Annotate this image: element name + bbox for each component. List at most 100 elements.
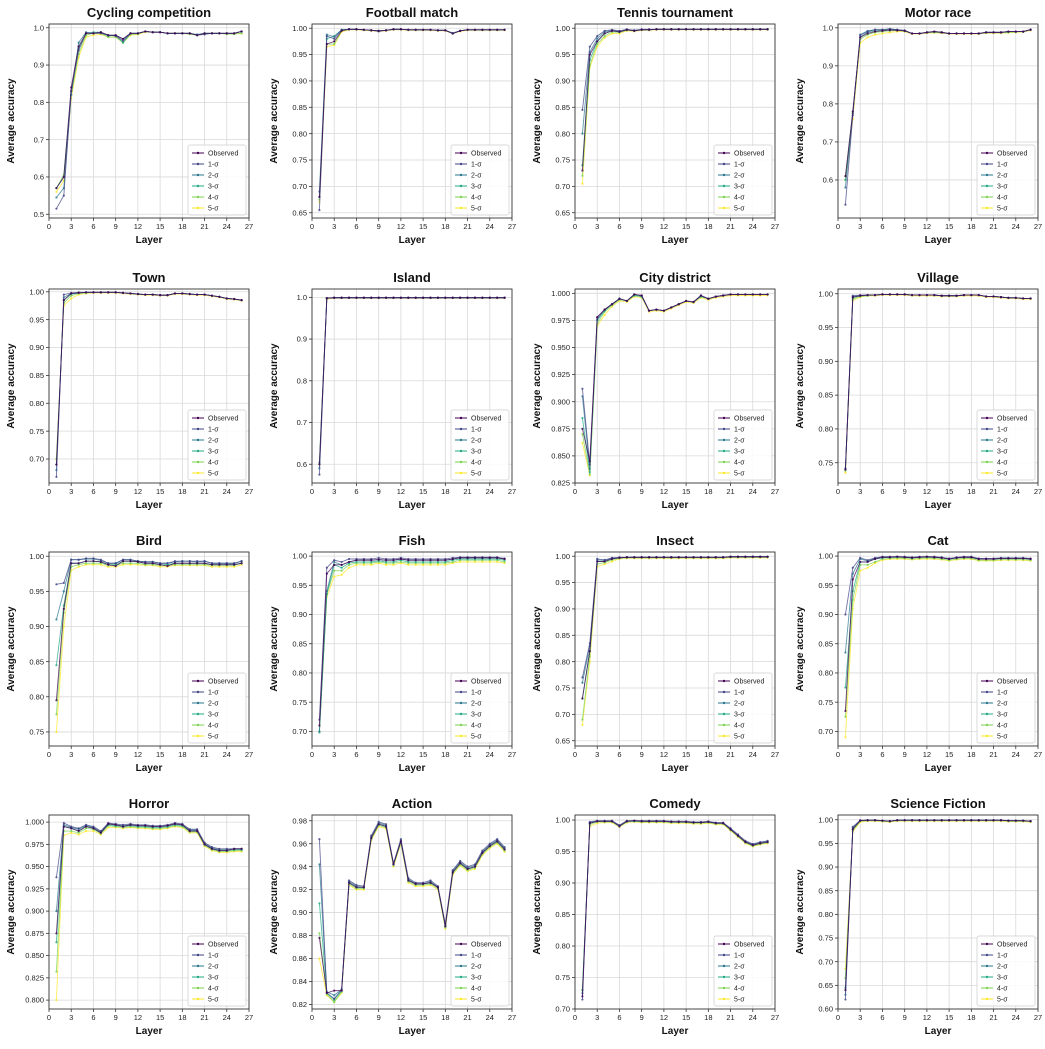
data-point: [114, 34, 117, 37]
x-tick-label: 12: [660, 1013, 668, 1022]
data-point: [466, 867, 469, 871]
legend-marker: [459, 734, 463, 738]
data-point: [62, 825, 65, 828]
x-tick-label: 9: [640, 487, 644, 496]
y-axis-label: Average accuracy: [269, 869, 280, 955]
legend: Observed 1-σ 2-σ 3-σ 4-σ 5-σ: [187, 144, 247, 216]
data-point: [940, 294, 943, 297]
data-point: [1014, 557, 1017, 560]
legend-marker: [196, 679, 200, 683]
x-tick-label: 24: [486, 222, 494, 231]
data-point: [99, 831, 102, 834]
data-point: [866, 32, 869, 35]
data-point: [340, 573, 343, 576]
plot-frame: [311, 23, 513, 219]
legend-marker: [196, 975, 200, 979]
data-point: [992, 557, 995, 561]
data-point: [633, 29, 636, 32]
legend-marker: [196, 449, 200, 453]
data-point: [444, 560, 447, 564]
data-point: [844, 715, 847, 718]
legend-label: 2-σ: [997, 172, 1008, 179]
data-point: [392, 28, 395, 31]
data-point: [333, 989, 336, 992]
y-tick-label: 0.75: [555, 684, 570, 693]
data-point: [844, 651, 847, 654]
legend-label: Observed: [734, 415, 764, 422]
x-tick-label: 12: [134, 487, 142, 496]
data-point: [751, 293, 754, 296]
series-line: [55, 291, 243, 466]
series-path: [318, 557, 505, 726]
legend-marker: [196, 690, 200, 694]
data-point: [84, 825, 88, 828]
series-line: [844, 555, 1032, 713]
legend-label: 4-σ: [471, 985, 482, 992]
x-tick-label: 24: [1012, 750, 1020, 759]
x-tick-label: 6: [354, 222, 358, 231]
legend-marker: [459, 679, 463, 683]
data-point: [596, 557, 599, 560]
x-tick-label: 15: [419, 750, 427, 759]
x-tick-label: 6: [354, 1013, 358, 1022]
legend-marker: [196, 427, 200, 431]
y-tick-label: 1.00: [292, 552, 307, 561]
plot-frame: [48, 814, 250, 1010]
series-path: [581, 293, 768, 462]
legend-marker: [459, 449, 463, 453]
x-tick-label: 0: [836, 1013, 840, 1022]
data-point: [188, 828, 191, 831]
data-point: [384, 296, 388, 299]
data-point: [466, 865, 469, 868]
y-tick-label: 0.75: [818, 934, 833, 943]
data-point: [55, 730, 58, 734]
y-tick-label: 0.95: [818, 323, 833, 332]
plot-frame: [311, 288, 513, 484]
data-point: [240, 30, 243, 33]
data-point: [340, 296, 343, 299]
data-point: [962, 556, 966, 559]
y-tick-label: 0.75: [818, 458, 833, 467]
x-tick-label: 24: [1012, 222, 1020, 231]
data-point: [77, 827, 80, 830]
legend-label: 2-σ: [734, 963, 745, 970]
series-path: [844, 820, 1031, 979]
data-point: [355, 28, 358, 31]
data-point: [203, 562, 206, 565]
legend-marker: [459, 953, 463, 957]
x-tick-label: 21: [989, 1013, 997, 1022]
chart-panel: Cycling competition 0 3 6 9 12 15 18 21 24 27 0.5 0.…: [6, 5, 253, 246]
legend-label: 3-σ: [208, 711, 219, 718]
data-point: [414, 560, 417, 564]
data-point: [166, 32, 169, 35]
series-path: [844, 819, 1031, 991]
data-point: [399, 557, 402, 561]
data-point: [481, 296, 484, 299]
data-point: [121, 39, 125, 42]
legend-marker: [196, 162, 200, 166]
data-point: [1029, 820, 1032, 823]
x-tick-label: 24: [223, 222, 231, 231]
data-point: [55, 463, 58, 466]
x-tick-label: 6: [617, 487, 621, 496]
data-point: [429, 881, 432, 884]
data-point: [581, 427, 584, 430]
series-line: [581, 555, 769, 684]
x-tick-label: 0: [47, 1013, 51, 1022]
data-point: [1022, 819, 1025, 822]
legend-marker: [459, 416, 463, 420]
data-point: [188, 562, 191, 565]
data-point: [851, 578, 854, 581]
y-tick-label: 0.90: [555, 879, 570, 888]
series-path: [56, 557, 242, 585]
data-point: [362, 563, 365, 566]
data-point: [1029, 28, 1032, 31]
data-point: [888, 820, 891, 823]
legend-marker: [196, 438, 200, 442]
data-point: [99, 560, 102, 563]
x-tick-label: 15: [156, 750, 164, 759]
x-tick-label: 18: [967, 222, 975, 231]
series-line: [581, 28, 769, 172]
chart-title: Comedy: [649, 796, 701, 811]
legend-label: 4-σ: [734, 459, 745, 466]
